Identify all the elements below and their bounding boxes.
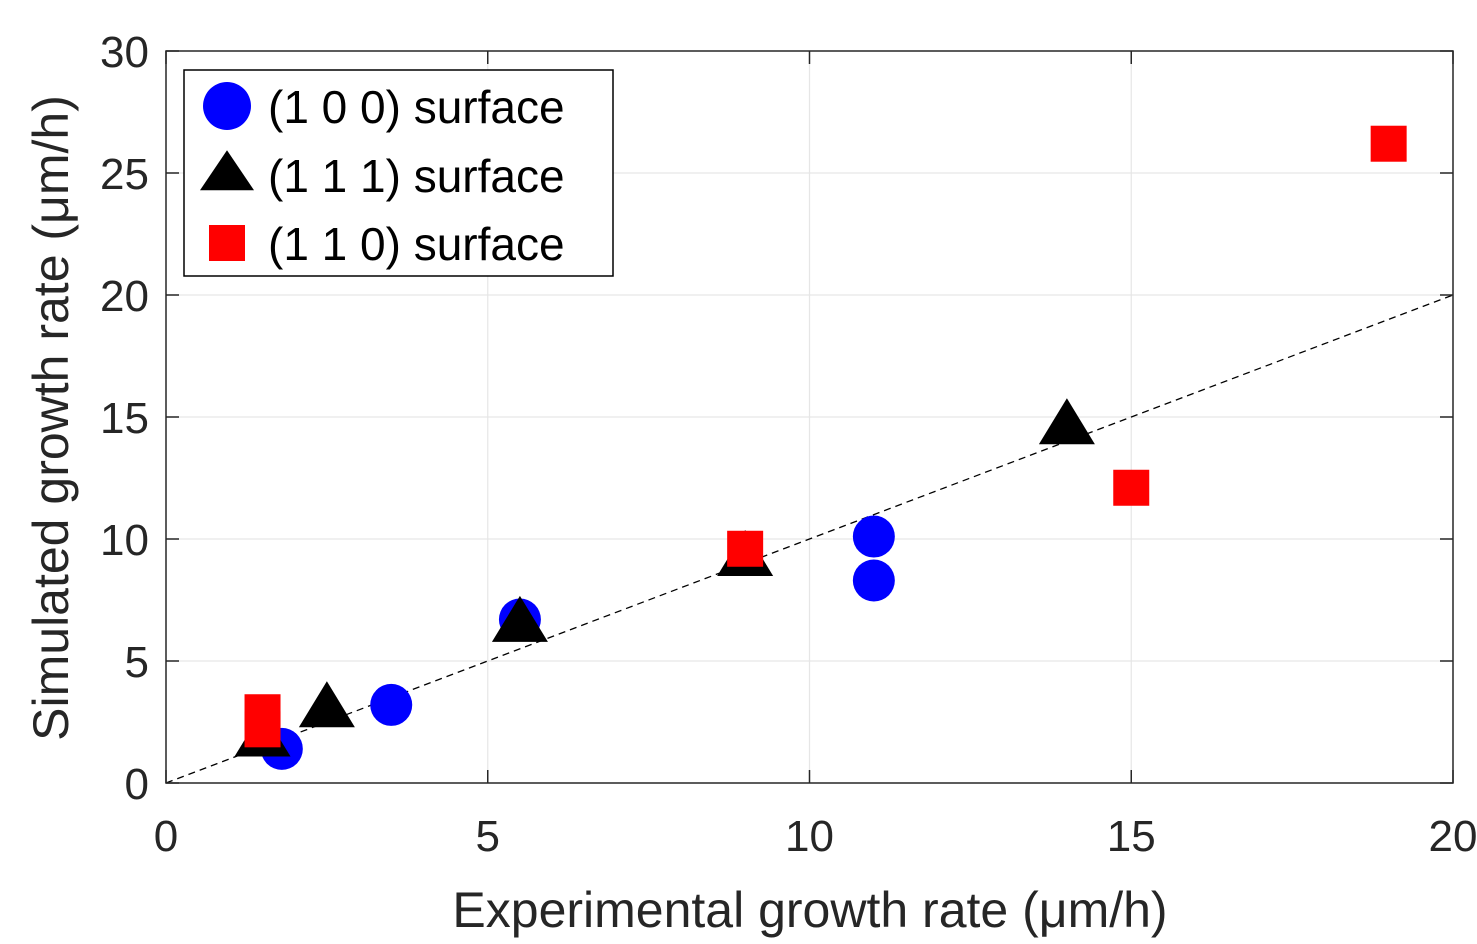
legend-box	[183, 69, 614, 277]
legend-label: (1 0 0) surface	[268, 81, 565, 133]
legend-entry: (1 0 0) surface	[203, 81, 565, 133]
y-tick-label: 30	[100, 28, 149, 77]
y-tick-label: 5	[125, 638, 149, 687]
legend-label: (1 1 0) surface	[268, 218, 565, 270]
data-point-triangle	[1038, 398, 1095, 445]
data-point-square	[727, 530, 764, 567]
data-point-circle	[370, 683, 413, 726]
x-tick-label: 0	[154, 812, 178, 861]
legend-entries: (1 0 0) surface (1 1 1) surface (1 1 0) su…	[200, 81, 565, 270]
x-tick-label: 5	[476, 812, 500, 861]
legend: (1 0 0) surface (1 1 1) surface (1 1 0) su…	[183, 69, 614, 277]
data-point-square	[1113, 469, 1150, 506]
y-tick-label: 20	[100, 272, 149, 321]
x-tick-label: 20	[1429, 812, 1477, 861]
series-square	[244, 125, 1407, 748]
data-point-circle	[852, 515, 895, 558]
data-point-circle	[852, 559, 895, 602]
legend-entry: (1 1 1) surface	[200, 150, 565, 202]
y-tick-label: 0	[125, 760, 149, 809]
series-layer	[234, 125, 1407, 770]
x-axis-label: Experimental growth rate (μm/h)	[452, 882, 1167, 938]
x-tick-label: 10	[785, 812, 834, 861]
legend-marker-circle	[203, 82, 251, 130]
y-tick-label: 15	[100, 394, 149, 443]
x-tick-labels: 0 5 10 15 20	[154, 812, 1477, 861]
data-point-triangle	[491, 595, 548, 642]
legend-label: (1 1 1) surface	[268, 150, 565, 202]
y-tick-label: 10	[100, 516, 149, 565]
y-axis-label: Simulated growth rate (μm/h)	[23, 95, 79, 741]
x-tick-label: 15	[1107, 812, 1156, 861]
legend-marker-triangle	[200, 150, 254, 191]
tick-marks	[165, 50, 1454, 784]
data-point-triangle	[298, 681, 355, 728]
legend-entry: (1 1 0) surface	[209, 218, 565, 270]
y-tick-label: 25	[100, 150, 149, 199]
data-point-square	[244, 694, 281, 731]
data-point-square	[1370, 125, 1407, 162]
legend-marker-square	[209, 225, 245, 261]
y-tick-labels: 0 5 10 15 20 25 30	[100, 28, 149, 809]
